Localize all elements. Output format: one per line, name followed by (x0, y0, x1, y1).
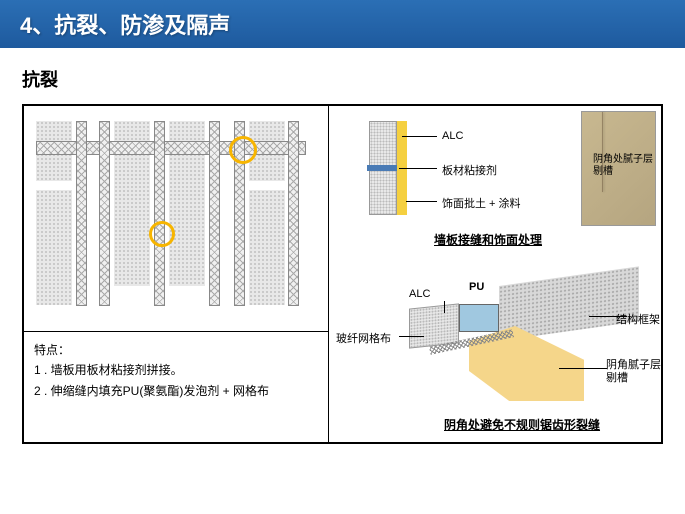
content-frame: 特点： 1 . 墙板用板材粘接剂拼接。 2 . 伸缩缝内填充PU(聚氨酯)发泡剂… (22, 104, 663, 444)
photo-label: 阴角处腻子层剔槽 (593, 154, 653, 178)
features-heading: 特点： (34, 340, 318, 360)
title-bar: 4、抗裂、防渗及隔声 (0, 0, 685, 48)
label-coating: 饰面批土 + 涂料 (442, 195, 521, 211)
highlight-circle (229, 136, 257, 164)
label-alc2: ALC (409, 288, 430, 300)
feature-item: 2 . 伸缩缝内填充PU(聚氨酯)发泡剂 + 网格布 (34, 381, 318, 401)
label-groove: 阴角腻子层剔槽 (606, 359, 666, 385)
highlight-circle (149, 221, 175, 247)
label-frame: 结构框架 (616, 311, 660, 327)
feature-item: 1 . 墙板用板材粘接剂拼接。 (34, 360, 318, 380)
section-subtitle: 抗裂 (22, 66, 685, 92)
detail2-caption: 阴角处避免不规则锯齿形裂缝 (444, 416, 600, 433)
label-pu: PU (469, 281, 484, 293)
label-alc: ALC (442, 130, 463, 142)
left-pane: 特点： 1 . 墙板用板材粘接剂拼接。 2 . 伸缩缝内填充PU(聚氨酯)发泡剂… (24, 106, 329, 442)
wall-diagram (24, 106, 328, 331)
right-pane: 阴角处腻子层剔槽 ALC 板材粘接剂 饰面批土 + 涂料 墙板接缝和饰面处理 (329, 106, 661, 442)
detail1-caption: 墙板接缝和饰面处理 (434, 231, 542, 248)
label-mesh: 玻纤网格布 (336, 330, 391, 346)
features-box: 特点： 1 . 墙板用板材粘接剂拼接。 2 . 伸缩缝内填充PU(聚氨酯)发泡剂… (24, 331, 328, 409)
joint-detail: ALC 板材粘接剂 饰面批土 + 涂料 (344, 121, 524, 216)
label-adhesive: 板材粘接剂 (442, 162, 497, 178)
page-title: 4、抗裂、防渗及隔声 (20, 13, 230, 38)
